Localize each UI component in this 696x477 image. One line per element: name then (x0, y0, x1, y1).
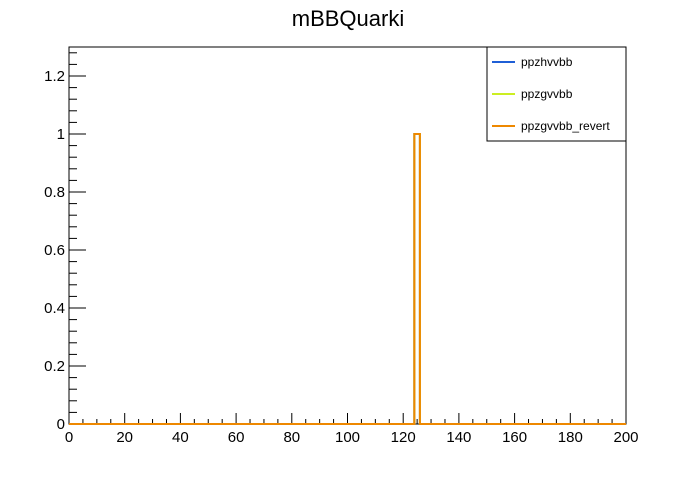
series-ppzgvvbb-line (69, 133, 626, 425)
y-tick-label: 1 (57, 126, 65, 143)
legend: ppzhvvbb ppzgvvbb ppzgvvbb_revert (486, 46, 627, 142)
y-axis: 0 0.2 0.4 0.6 0.8 1 1.2 (44, 52, 86, 433)
legend-label: ppzgvvbb_revert (521, 119, 610, 133)
y-tick-label: 0.4 (44, 300, 65, 317)
y-tick-label: 0.6 (44, 242, 65, 259)
y-tick-label: 0 (57, 416, 65, 433)
x-tick-label: 0 (65, 429, 73, 446)
x-tick-label: 40 (172, 429, 189, 446)
x-axis: 0 20 40 60 80 100 120 140 160 180 200 (65, 413, 639, 446)
x-tick-label: 140 (446, 429, 471, 446)
x-tick-label: 80 (283, 429, 300, 446)
x-tick-label: 20 (116, 429, 133, 446)
x-tick-label: 100 (335, 429, 360, 446)
legend-label: ppzhvvbb (521, 55, 573, 69)
series-ppzgvvbb_revert-line (69, 133, 626, 425)
y-tick-label: 0.2 (44, 358, 65, 375)
y-tick-label: 1.2 (44, 68, 65, 85)
x-tick-label: 60 (228, 429, 245, 446)
x-tick-label: 120 (391, 429, 416, 446)
series-ppzhvvbb-line (69, 133, 626, 425)
series-layer (69, 133, 626, 425)
x-tick-label: 180 (558, 429, 583, 446)
y-tick-label: 0.8 (44, 184, 65, 201)
chart-title: mBBQuarki (292, 6, 404, 31)
x-tick-label: 160 (502, 429, 527, 446)
legend-label: ppzgvvbb (521, 87, 573, 101)
x-tick-label: 200 (613, 429, 638, 446)
